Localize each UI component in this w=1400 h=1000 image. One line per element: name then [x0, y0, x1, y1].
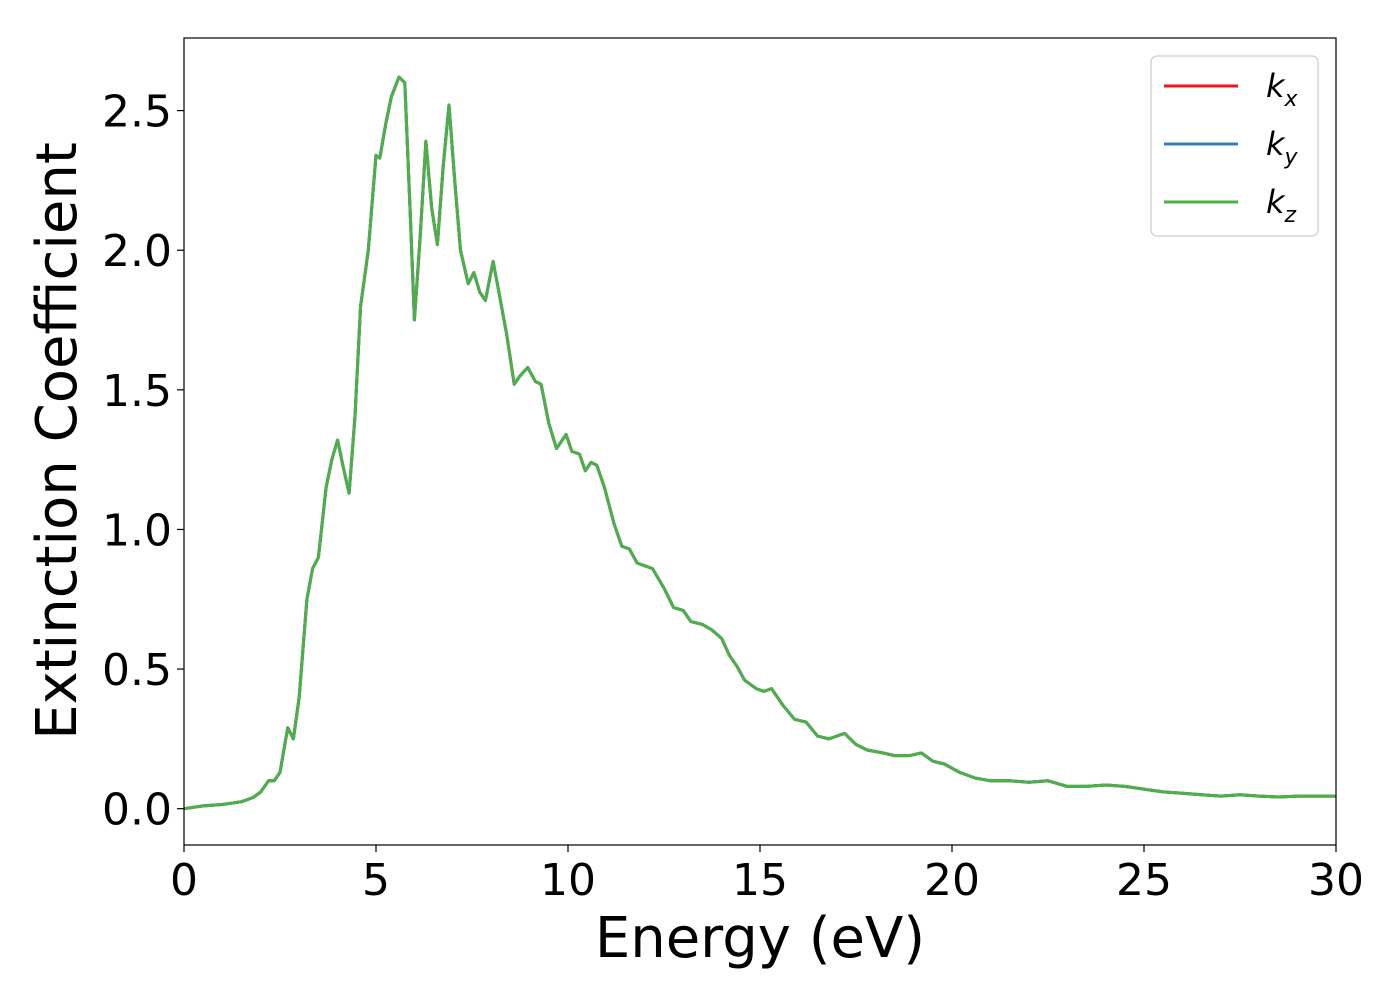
- x-ticks: 0 5 10 15 20 25 30: [170, 845, 1364, 906]
- y-tick-label: 0.5: [102, 645, 172, 696]
- y-axis-label: Extinction Coefficient: [25, 142, 90, 740]
- legend-label-ky: ky: [1266, 125, 1299, 170]
- x-axis-label: Energy (eV): [595, 906, 925, 971]
- y-tick-label: 2.0: [102, 226, 172, 277]
- y-ticks: 0.0 0.5 1.0 1.5 2.0 2.5: [102, 87, 184, 836]
- legend-label-kz: kz: [1266, 183, 1297, 228]
- y-tick-label: 1.5: [102, 366, 172, 417]
- y-tick-label: 0.0: [102, 785, 172, 836]
- legend-label-kx: kx: [1266, 67, 1299, 112]
- y-tick-label: 2.5: [102, 87, 172, 138]
- x-tick-label: 25: [1116, 855, 1172, 906]
- x-tick-label: 30: [1308, 855, 1364, 906]
- x-tick-label: 10: [540, 855, 596, 906]
- plot-series: [183, 75, 1336, 811]
- x-tick-label: 15: [732, 855, 788, 906]
- x-tick-label: 5: [362, 855, 390, 906]
- y-tick-label: 1.0: [102, 505, 172, 556]
- legend-box: [1150, 55, 1319, 237]
- x-tick-label: 20: [924, 855, 980, 906]
- x-tick-label: 0: [170, 855, 198, 906]
- legend: kx ky kz: [1150, 55, 1319, 237]
- series-line-kz: [183, 75, 1336, 811]
